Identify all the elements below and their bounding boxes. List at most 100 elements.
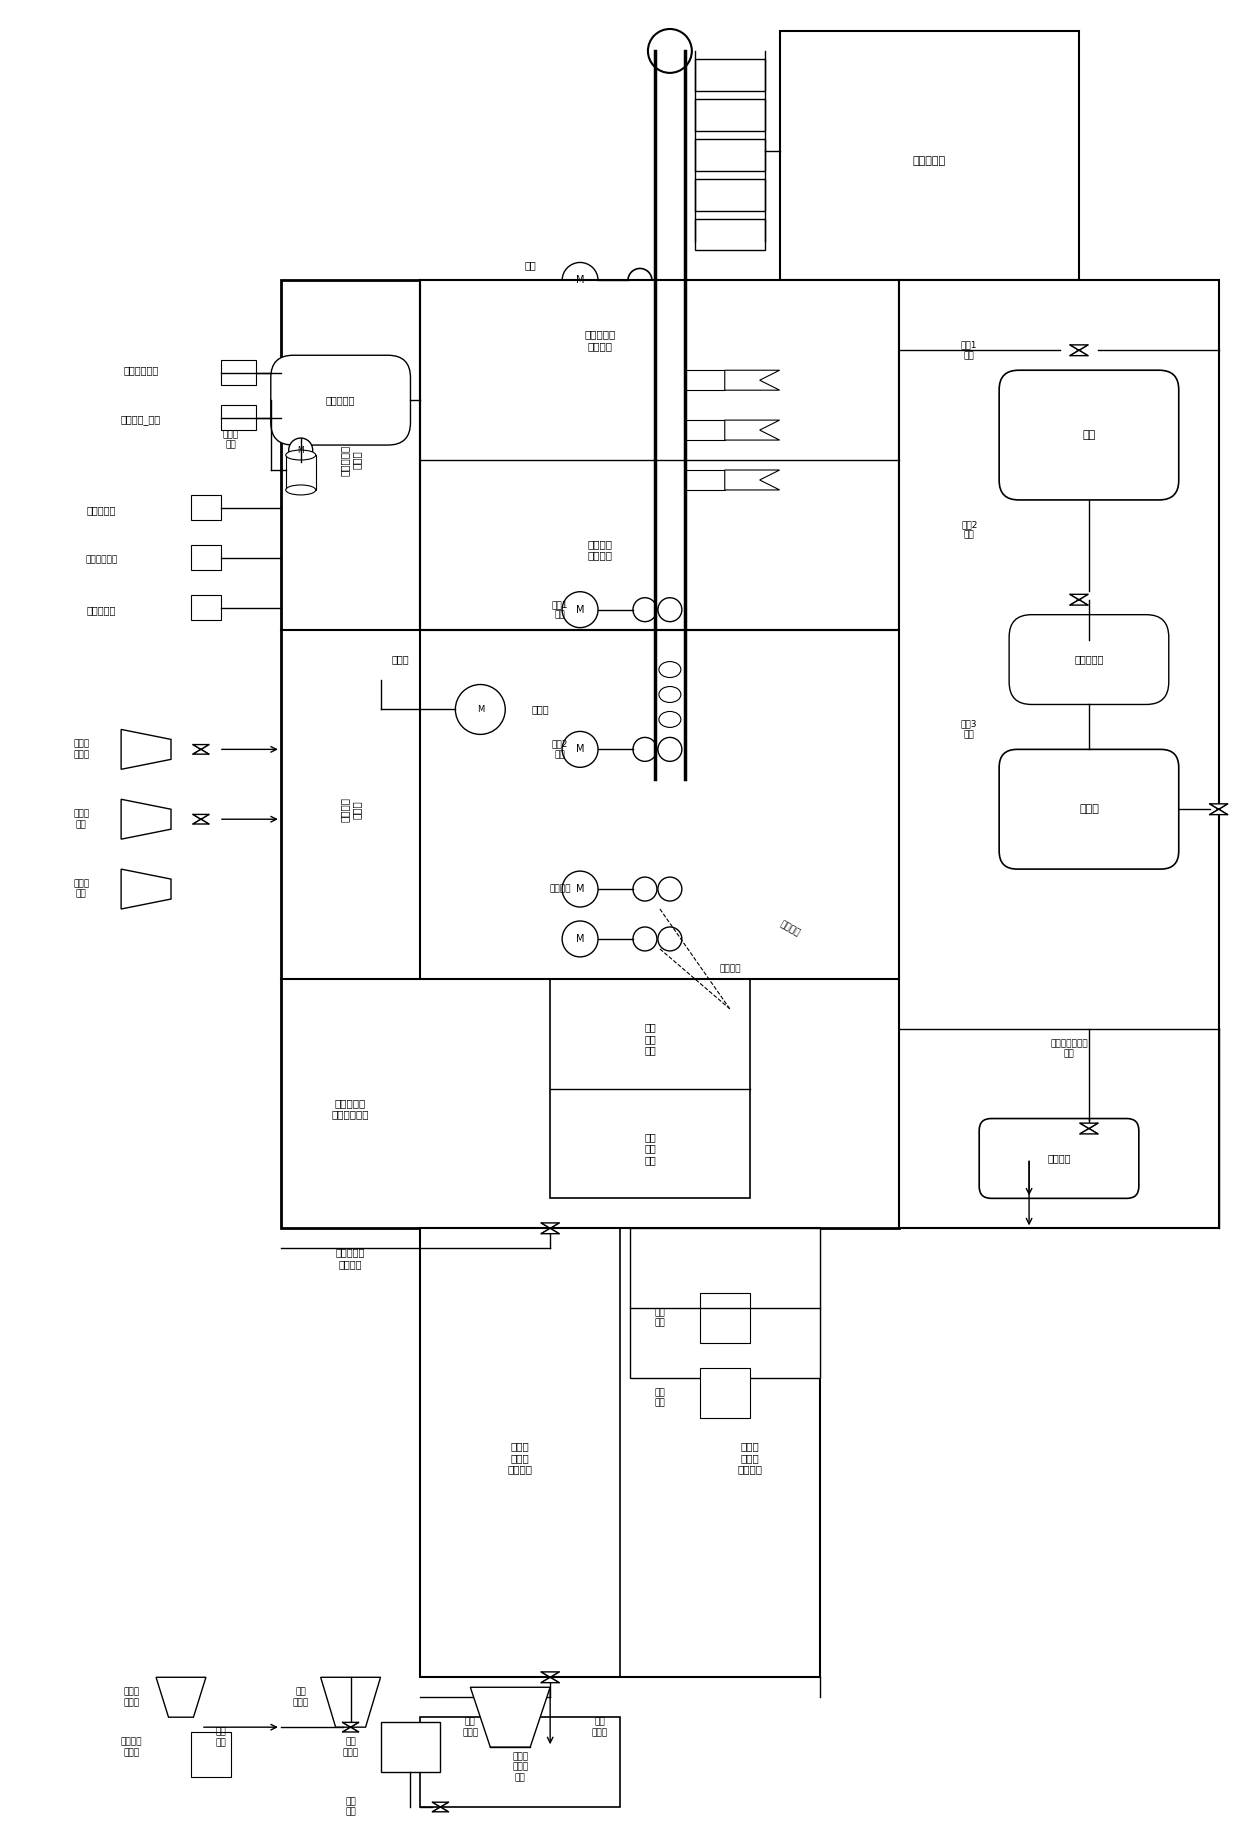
Circle shape [289, 439, 312, 463]
Bar [420, 1717, 620, 1807]
Ellipse shape [658, 686, 681, 702]
Bar [221, 406, 255, 430]
Circle shape [658, 737, 682, 761]
Bar [694, 139, 765, 170]
Text: 废旧电
池拆解
系统: 废旧电 池拆解 系统 [512, 1752, 528, 1781]
FancyBboxPatch shape [270, 355, 410, 444]
Circle shape [200, 748, 202, 752]
Circle shape [439, 1805, 441, 1809]
Text: 碳酸锂溶液: 碳酸锂溶液 [87, 505, 115, 516]
Circle shape [658, 927, 682, 951]
Circle shape [649, 29, 692, 73]
Text: 电池
分选
二级: 电池 分选 二级 [644, 1132, 656, 1165]
Text: 破碎
分选机: 破碎 分选机 [293, 1688, 309, 1706]
Bar [694, 179, 765, 210]
Text: 负极
收集: 负极 收集 [655, 1388, 666, 1408]
Polygon shape [541, 1224, 559, 1235]
Circle shape [1078, 598, 1080, 602]
Circle shape [562, 922, 598, 957]
Bar [191, 545, 221, 571]
Bar [381, 1723, 440, 1772]
Polygon shape [724, 421, 780, 441]
Bar [221, 360, 255, 386]
Bar [684, 421, 724, 441]
Polygon shape [193, 814, 208, 825]
Polygon shape [541, 1672, 559, 1683]
Text: 磷酸铁锰
回收桶: 磷酸铁锰 回收桶 [120, 1738, 141, 1758]
Text: 尾气3
放空: 尾气3 放空 [961, 721, 977, 739]
Bar [280, 280, 899, 1229]
FancyBboxPatch shape [999, 750, 1179, 869]
Ellipse shape [658, 711, 681, 728]
Bar [684, 369, 724, 390]
Text: 锰酸锂溶液: 锰酸锂溶液 [87, 605, 115, 615]
Circle shape [1216, 808, 1220, 810]
Circle shape [548, 1227, 552, 1229]
Polygon shape [433, 1802, 449, 1813]
Bar [420, 280, 899, 629]
Text: 充放电系统: 充放电系统 [913, 155, 946, 166]
Ellipse shape [285, 450, 316, 461]
Bar [551, 979, 750, 1198]
Circle shape [632, 878, 657, 902]
Bar [694, 99, 765, 130]
Circle shape [632, 737, 657, 761]
Polygon shape [1070, 346, 1087, 355]
FancyBboxPatch shape [980, 1119, 1138, 1198]
Text: M: M [575, 744, 584, 754]
Circle shape [714, 993, 745, 1024]
Text: 电位分
离回收
取料系统: 电位分 离回收 取料系统 [738, 1441, 763, 1474]
Text: 报废
电池: 报废 电池 [345, 1798, 356, 1816]
FancyBboxPatch shape [1009, 615, 1169, 704]
FancyBboxPatch shape [999, 369, 1179, 499]
Bar [899, 280, 1219, 1229]
Bar [285, 455, 316, 490]
Text: 电池分
选物料
回收系统: 电池分 选物料 回收系统 [507, 1441, 533, 1474]
Text: 电池分选及
物料回收: 电池分选及 物料回收 [336, 1247, 366, 1269]
Polygon shape [724, 369, 780, 390]
Text: 磷酸铁
锰回收: 磷酸铁 锰回收 [123, 1688, 139, 1706]
Bar [191, 496, 221, 519]
Text: 净水机
装置: 净水机 装置 [223, 430, 239, 450]
Text: 电池
分选
一级: 电池 分选 一级 [644, 1022, 656, 1055]
Text: 正极
收集: 正极 收集 [655, 1308, 666, 1328]
Text: 磷酸中
溶液: 磷酸中 溶液 [73, 810, 89, 829]
Polygon shape [321, 1677, 381, 1727]
Circle shape [658, 598, 682, 622]
Bar [699, 1368, 750, 1417]
Polygon shape [470, 1688, 551, 1747]
Bar [191, 594, 221, 620]
Bar [630, 1229, 820, 1377]
Text: 废旧动力电池: 废旧动力电池 [124, 366, 159, 375]
Text: 磷酸铁锰溶液: 磷酸铁锰溶液 [86, 556, 118, 565]
Text: 盐析
结晶: 盐析 结晶 [216, 1727, 226, 1747]
Bar [684, 470, 724, 490]
Circle shape [632, 927, 657, 951]
Circle shape [455, 684, 505, 735]
Circle shape [658, 878, 682, 902]
Text: M: M [476, 704, 484, 713]
Text: M: M [575, 883, 584, 894]
Circle shape [350, 1727, 352, 1728]
Text: 尾气2
放空: 尾气2 放空 [552, 739, 568, 759]
Polygon shape [342, 1723, 358, 1732]
Bar [780, 31, 1079, 280]
Text: 加料
破碎机: 加料 破碎机 [463, 1717, 479, 1738]
Text: 尾气1
放空: 尾气1 放空 [961, 340, 977, 360]
Circle shape [632, 598, 657, 622]
Bar [420, 1229, 820, 1677]
Text: 循环水箱: 循环水箱 [1048, 1154, 1071, 1163]
Text: 碳酸锂溶液: 碳酸锂溶液 [1074, 655, 1104, 664]
Circle shape [1087, 1127, 1090, 1130]
Text: 自动化控制
管理系统: 自动化控制 管理系统 [584, 329, 616, 351]
Text: 废液废气_入库: 废液废气_入库 [122, 415, 161, 424]
Text: 电池
拆解机: 电池 拆解机 [591, 1717, 608, 1738]
Text: M: M [575, 935, 584, 944]
Text: M: M [298, 446, 304, 455]
Text: 工位分离
回收区: 工位分离 回收区 [340, 797, 361, 821]
Text: 储罐: 储罐 [1083, 430, 1096, 441]
Bar [694, 218, 765, 251]
Circle shape [1078, 349, 1080, 351]
Text: 正极材料: 正极材料 [777, 920, 801, 938]
Circle shape [562, 871, 598, 907]
